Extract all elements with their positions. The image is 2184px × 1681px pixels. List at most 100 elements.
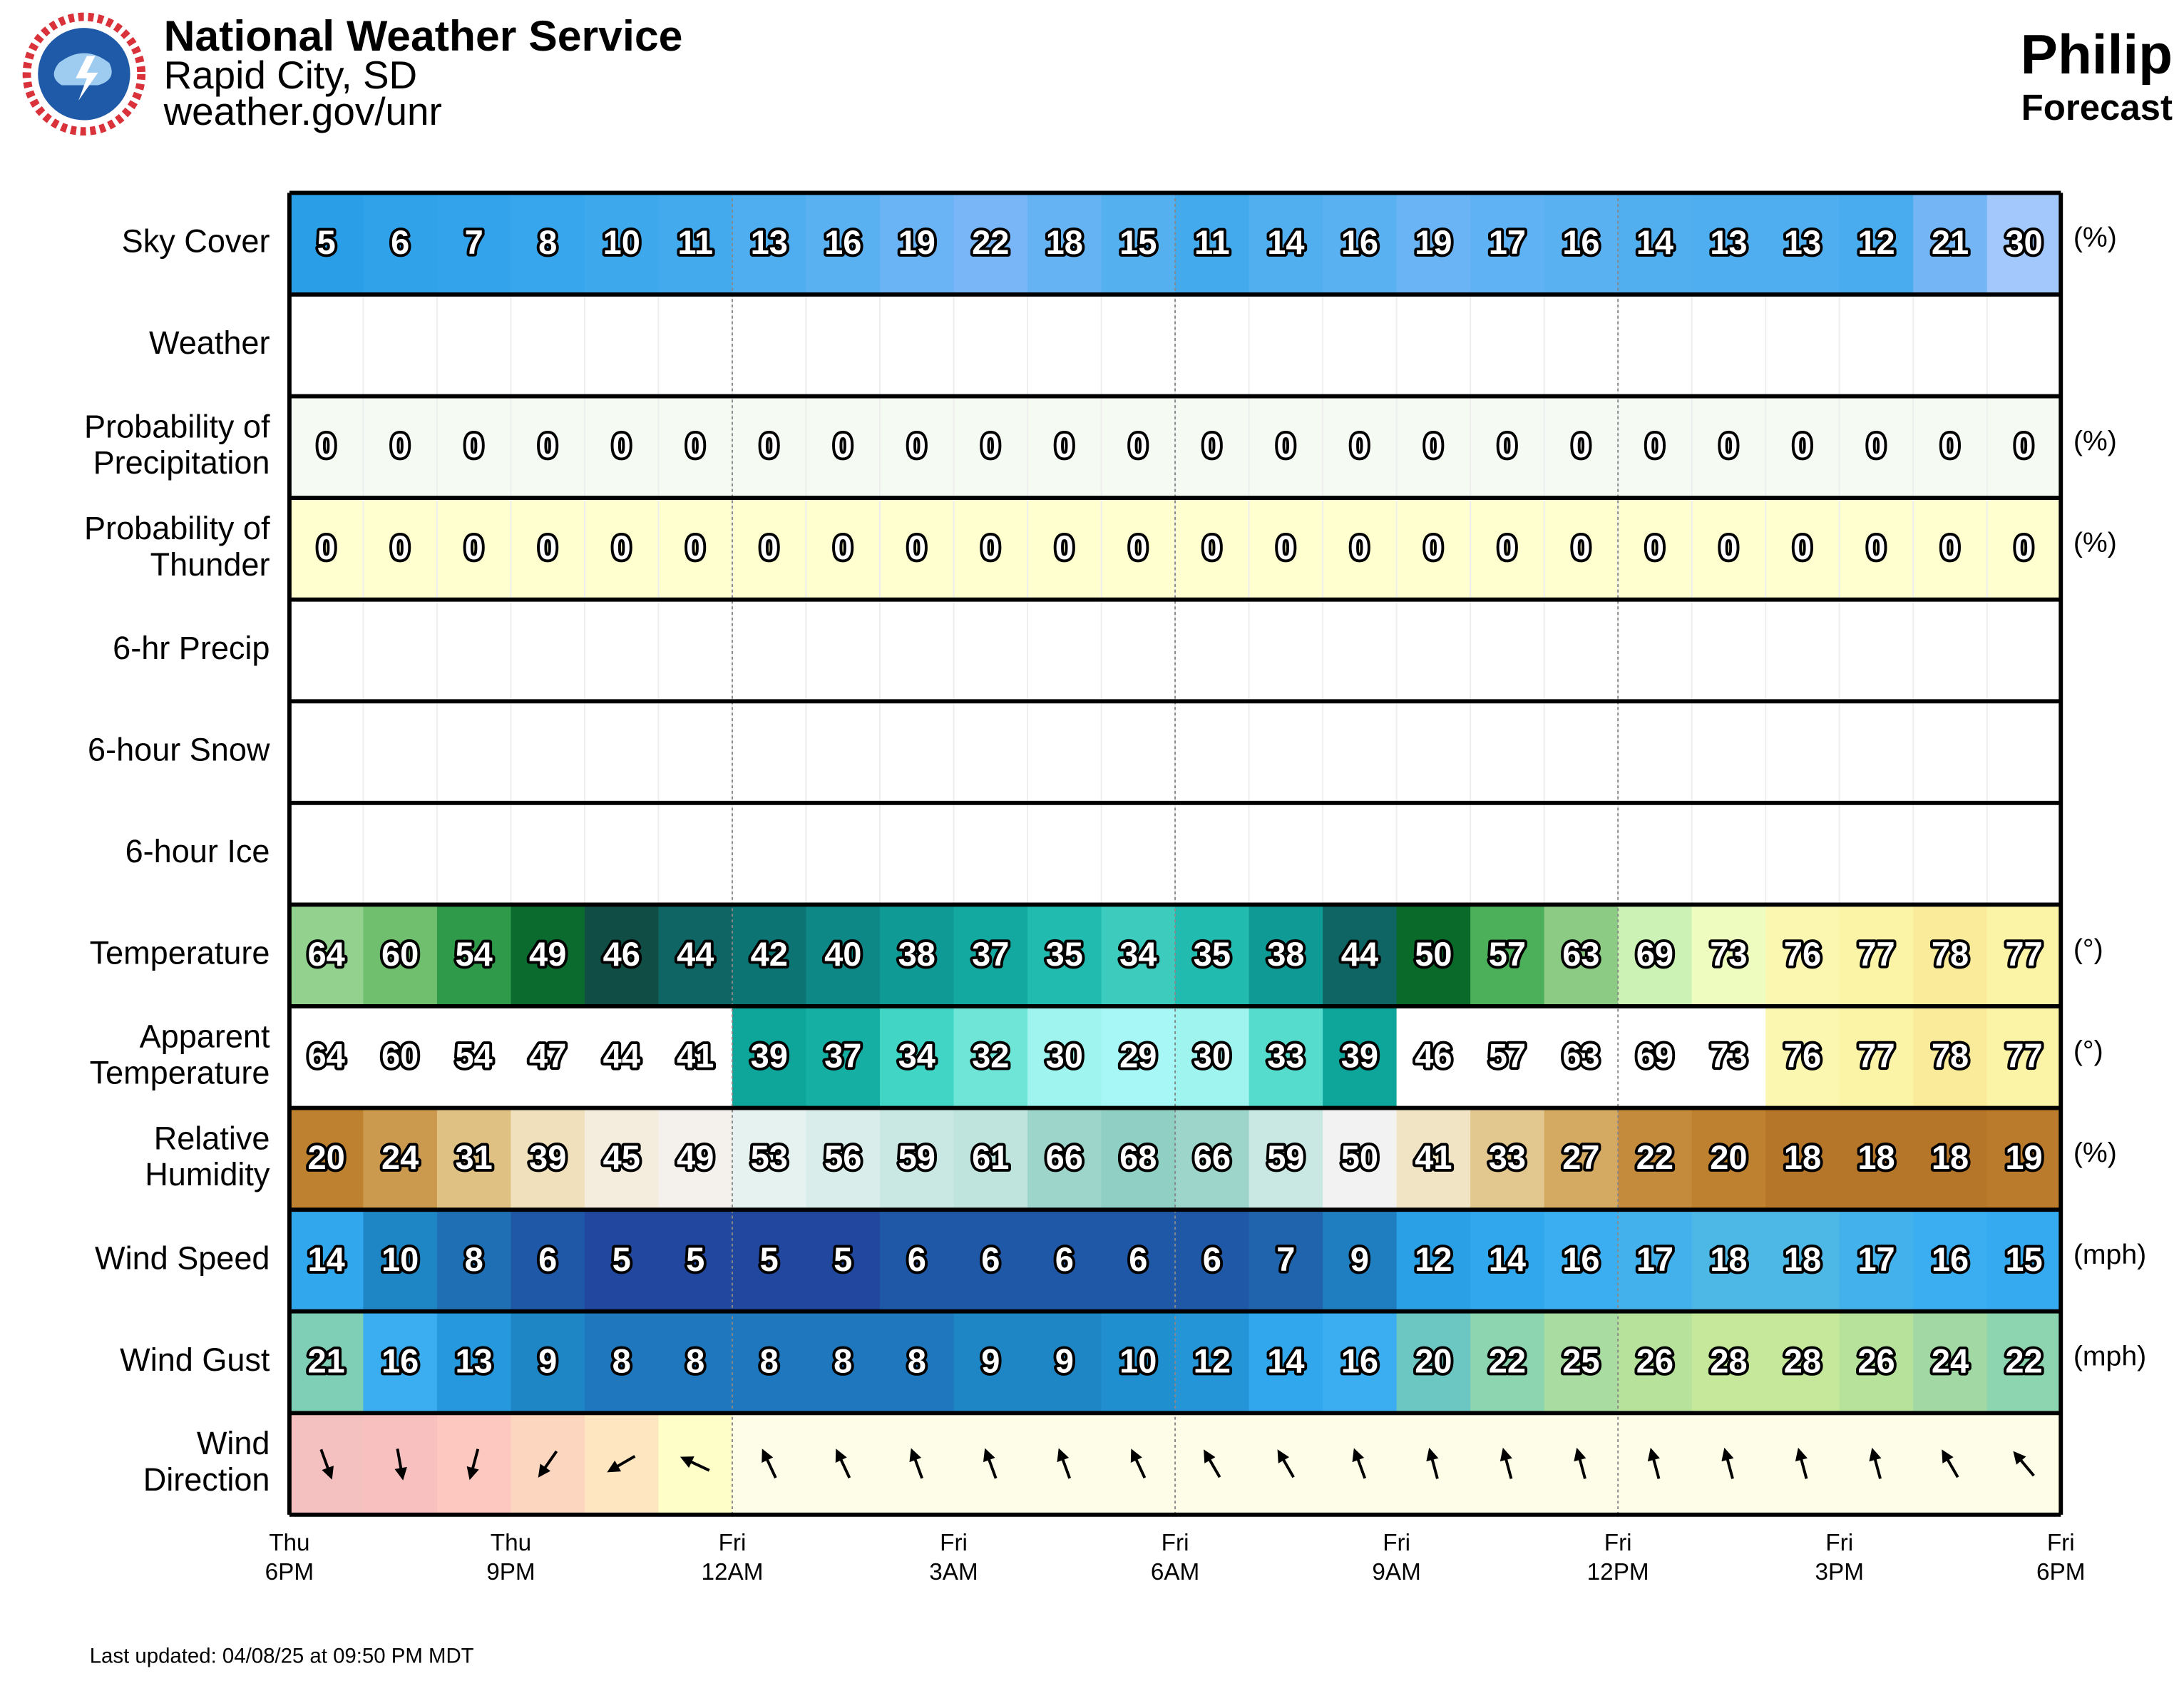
cell-value: 38 <box>898 935 935 973</box>
time-hour: 12PM <box>1587 1559 1649 1585</box>
cell-value: 15 <box>1119 223 1157 261</box>
cell-value: 8 <box>465 1240 483 1278</box>
cell <box>289 904 364 1006</box>
time-hour: 9PM <box>486 1559 535 1585</box>
time-hour: 6PM <box>265 1559 314 1585</box>
cell-value: 77 <box>1857 1037 1895 1075</box>
cell-value: 5 <box>686 1240 704 1278</box>
cell-value: 41 <box>677 1037 714 1075</box>
cell-value: 28 <box>1784 1342 1821 1379</box>
cell-value: 34 <box>898 1037 935 1075</box>
cell-value: 11 <box>677 223 713 261</box>
arrow-head <box>466 1466 479 1481</box>
cell <box>1101 904 1176 1006</box>
cell-value: 0 <box>1572 528 1590 566</box>
cell <box>1765 1311 1840 1414</box>
arrow-head <box>909 1448 922 1463</box>
cell-value: 37 <box>972 935 1009 973</box>
cell-value: 34 <box>1119 935 1157 973</box>
cell-value: 38 <box>1267 935 1304 973</box>
cell-value: 77 <box>2005 1037 2042 1075</box>
row-label: 6-hour Snow <box>88 731 270 767</box>
cell-value: 0 <box>1498 528 1517 566</box>
cell <box>1839 1108 1914 1210</box>
arrow-head <box>1426 1447 1439 1462</box>
cell <box>732 904 807 1006</box>
cell <box>363 193 438 295</box>
cell <box>880 904 955 1006</box>
cell <box>1249 1210 1324 1312</box>
cell-value: 10 <box>381 1240 419 1278</box>
cell-value: 0 <box>391 426 409 464</box>
arrow-head <box>2013 1451 2026 1465</box>
cell-value: 7 <box>465 223 483 261</box>
cell <box>806 1311 881 1414</box>
cell <box>289 1108 364 1210</box>
cell-value: 63 <box>1562 1037 1599 1075</box>
cell <box>1765 193 1840 295</box>
cell-value: 0 <box>1129 528 1147 566</box>
cell-value: 54 <box>456 1037 493 1075</box>
cell-value: 33 <box>1489 1138 1526 1176</box>
cell-value: 5 <box>760 1240 779 1278</box>
arrow-head <box>1574 1447 1586 1462</box>
cell-value: 49 <box>529 935 566 973</box>
cell-value: 57 <box>1489 935 1526 973</box>
cell <box>1101 193 1176 295</box>
cell <box>289 1006 364 1108</box>
wind-arrow <box>1721 1447 1734 1479</box>
row-label: Apparent <box>140 1018 270 1055</box>
arrow-head <box>1057 1448 1070 1463</box>
nws-logo <box>22 12 146 136</box>
cell <box>1396 193 1472 295</box>
cell <box>1323 193 1398 295</box>
cell <box>658 1311 733 1414</box>
cell <box>1396 1210 1472 1312</box>
arrow-head <box>1352 1448 1365 1463</box>
arrow-head <box>1277 1449 1290 1463</box>
row-unit: (°) <box>2073 1036 2103 1067</box>
cell <box>1175 1311 1250 1414</box>
cell-value: 17 <box>1636 1240 1673 1278</box>
cell-value: 64 <box>308 935 345 973</box>
cell <box>1027 1311 1102 1414</box>
cell-value: 35 <box>1194 935 1231 973</box>
wind-arrow <box>1795 1447 1808 1479</box>
cell-value: 0 <box>1129 426 1147 464</box>
cell <box>1470 1108 1545 1210</box>
cell-value: 0 <box>538 426 557 464</box>
office: Rapid City, SD <box>164 53 418 97</box>
cell-value: 69 <box>1636 1037 1673 1075</box>
cell-value: 10 <box>1119 1342 1157 1379</box>
cell <box>363 1210 438 1312</box>
row-label: Sky Cover <box>122 223 270 260</box>
cell-value: 39 <box>529 1138 566 1176</box>
cell-value: 16 <box>1341 1342 1378 1379</box>
cell-value: 0 <box>465 426 483 464</box>
cell-value: 41 <box>1415 1138 1452 1176</box>
cell-value: 18 <box>1784 1138 1821 1176</box>
cell <box>1839 193 1914 295</box>
row-label: Wind Speed <box>95 1240 270 1276</box>
cell-value: 44 <box>603 1037 640 1075</box>
arrow-head <box>1130 1448 1142 1463</box>
cell-value: 0 <box>1719 426 1738 464</box>
cell <box>1691 1210 1767 1312</box>
cell-value: 0 <box>2014 426 2033 464</box>
cell-value: 14 <box>1489 1240 1526 1278</box>
wind-arrow <box>762 1448 777 1478</box>
cell <box>1027 193 1102 295</box>
location-subtitle: Forecast <box>2021 87 2173 128</box>
cell <box>436 1210 512 1312</box>
cell <box>1323 904 1398 1006</box>
cell-value: 17 <box>1857 1240 1895 1278</box>
cell <box>953 1108 1029 1210</box>
cell-value: 66 <box>1046 1138 1083 1176</box>
wind-arrow <box>835 1448 851 1478</box>
time-hour: 12AM <box>701 1559 763 1585</box>
cell-value: 59 <box>1267 1138 1304 1176</box>
cell <box>1913 1108 1988 1210</box>
cell-value: 0 <box>612 426 631 464</box>
cell <box>1249 904 1324 1006</box>
time-hour: 6AM <box>1151 1559 1199 1585</box>
